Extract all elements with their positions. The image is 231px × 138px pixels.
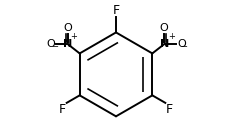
Text: N: N — [159, 39, 168, 49]
Text: F: F — [165, 104, 173, 116]
Text: O: O — [176, 39, 185, 49]
Text: +: + — [167, 32, 174, 41]
Text: F: F — [112, 4, 119, 17]
Text: −: − — [50, 42, 57, 51]
Text: N: N — [63, 39, 72, 49]
Text: +: + — [70, 32, 77, 41]
Text: F: F — [58, 104, 66, 116]
Text: O: O — [63, 22, 72, 33]
Text: −: − — [180, 42, 187, 51]
Text: O: O — [159, 22, 168, 33]
Text: O: O — [46, 39, 55, 49]
